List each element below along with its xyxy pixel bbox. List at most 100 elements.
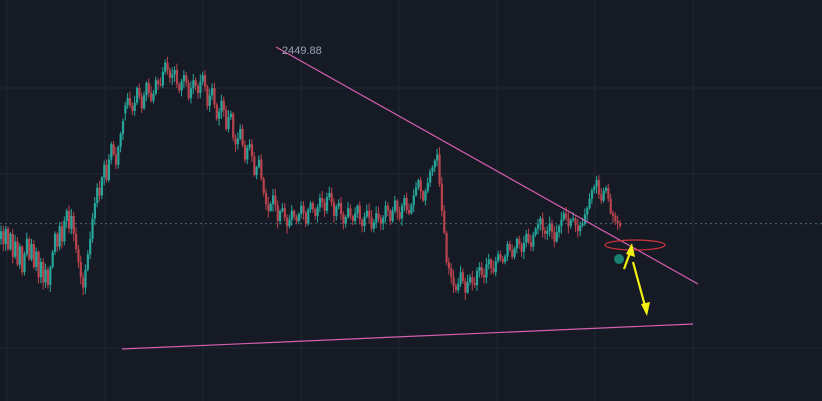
candle-bullish xyxy=(126,98,129,106)
candle-bullish xyxy=(497,254,500,262)
candle-bearish xyxy=(619,222,622,227)
candle-bullish xyxy=(546,230,549,234)
candle-bearish xyxy=(178,84,181,91)
candle-bullish xyxy=(485,264,488,278)
candle-bearish xyxy=(508,244,511,250)
candle-bearish xyxy=(98,187,101,196)
candle-bearish xyxy=(2,231,5,245)
candle-bearish xyxy=(597,180,601,195)
price-marker-dot xyxy=(614,254,624,264)
candle-bearish xyxy=(452,277,455,286)
candle-bearish xyxy=(471,277,474,283)
candle-bearish xyxy=(234,137,237,145)
candle-bearish xyxy=(82,277,85,288)
candle-bearish xyxy=(386,205,390,211)
candle-bearish xyxy=(614,215,617,222)
candle-bullish xyxy=(281,208,284,211)
candle-bearish xyxy=(464,281,467,293)
candle-bearish xyxy=(28,238,31,260)
candle-bullish xyxy=(393,200,397,211)
candle-bearish xyxy=(527,233,530,243)
ascending-support-line xyxy=(121,323,694,350)
candle-bullish xyxy=(58,226,61,247)
candle-bearish xyxy=(168,70,172,78)
candle-bullish xyxy=(110,144,113,160)
candle-bearish xyxy=(543,230,547,234)
candle-bearish xyxy=(529,242,533,247)
candle-bullish xyxy=(124,105,127,114)
candle-bullish xyxy=(412,195,415,206)
candle-bearish xyxy=(321,198,324,203)
candle-bearish xyxy=(351,215,354,222)
candle-bearish xyxy=(16,241,19,265)
candle-bullish xyxy=(152,93,155,101)
candle-bullish xyxy=(318,198,322,208)
candle-bearish xyxy=(616,221,619,223)
candle-bullish xyxy=(562,213,565,220)
candle-bearish xyxy=(241,128,244,145)
candle-bullish xyxy=(89,238,92,255)
candle-bearish xyxy=(422,191,425,201)
candle-bullish xyxy=(239,128,242,139)
up-arrow xyxy=(622,243,635,270)
candle-bearish xyxy=(194,80,197,86)
candle-bearish xyxy=(159,84,162,86)
candle-bearish xyxy=(138,87,141,97)
candle-bearish xyxy=(232,113,235,138)
candle-bullish xyxy=(51,251,54,268)
candle-bullish xyxy=(180,80,183,91)
candle-bearish xyxy=(492,268,495,273)
candle-bullish xyxy=(30,244,33,260)
candle-bearish xyxy=(541,218,544,231)
candle-bullish xyxy=(581,223,584,226)
candle-bearish xyxy=(77,249,80,262)
candle-bullish xyxy=(506,244,509,257)
candle-bearish xyxy=(501,258,504,262)
candle-bullish xyxy=(307,209,310,224)
candle-bullish xyxy=(602,190,605,201)
candle-bullish xyxy=(588,198,591,209)
candle-bullish xyxy=(365,210,368,217)
candle-bullish xyxy=(335,206,338,216)
candle-bearish xyxy=(267,204,270,211)
candle-bearish xyxy=(480,267,483,275)
candle-bullish xyxy=(300,205,303,214)
candle-bearish xyxy=(553,232,556,242)
candle-bullish xyxy=(211,87,214,96)
candle-bullish xyxy=(93,203,96,219)
candle-bullish xyxy=(400,205,404,219)
candle-bullish xyxy=(534,228,537,235)
candle-bearish xyxy=(75,233,78,250)
candle-bearish xyxy=(342,214,345,224)
candle-bullish xyxy=(487,259,490,265)
candle-bearish xyxy=(253,156,256,175)
candle-bearish xyxy=(565,213,568,218)
candle-bearish xyxy=(483,274,486,278)
candle-bullish xyxy=(344,217,347,224)
candle-bearish xyxy=(222,100,225,110)
candle-bearish xyxy=(445,232,448,262)
candle-bullish xyxy=(248,144,251,148)
candle-bullish xyxy=(117,146,120,165)
candle-bearish xyxy=(330,192,333,203)
candle-bullish xyxy=(192,80,195,89)
candle-bearish xyxy=(128,98,132,106)
candle-bearish xyxy=(461,272,465,282)
candle-bearish xyxy=(7,228,10,250)
candle-bullish xyxy=(173,70,176,75)
candle-bearish xyxy=(37,251,40,278)
candle-bearish xyxy=(131,105,134,111)
candle-bearish xyxy=(323,202,326,211)
candle-bullish xyxy=(23,254,26,273)
candle-bearish xyxy=(473,282,476,286)
candle-bullish xyxy=(236,138,240,145)
candle-bullish xyxy=(525,233,528,243)
candle-bullish xyxy=(145,82,148,96)
candle-bearish xyxy=(405,198,408,210)
candle-bullish xyxy=(403,198,406,206)
candle-bullish xyxy=(63,221,66,242)
candle-bullish xyxy=(279,210,282,222)
candle-bullish xyxy=(288,219,291,227)
candle-bullish xyxy=(426,182,429,192)
